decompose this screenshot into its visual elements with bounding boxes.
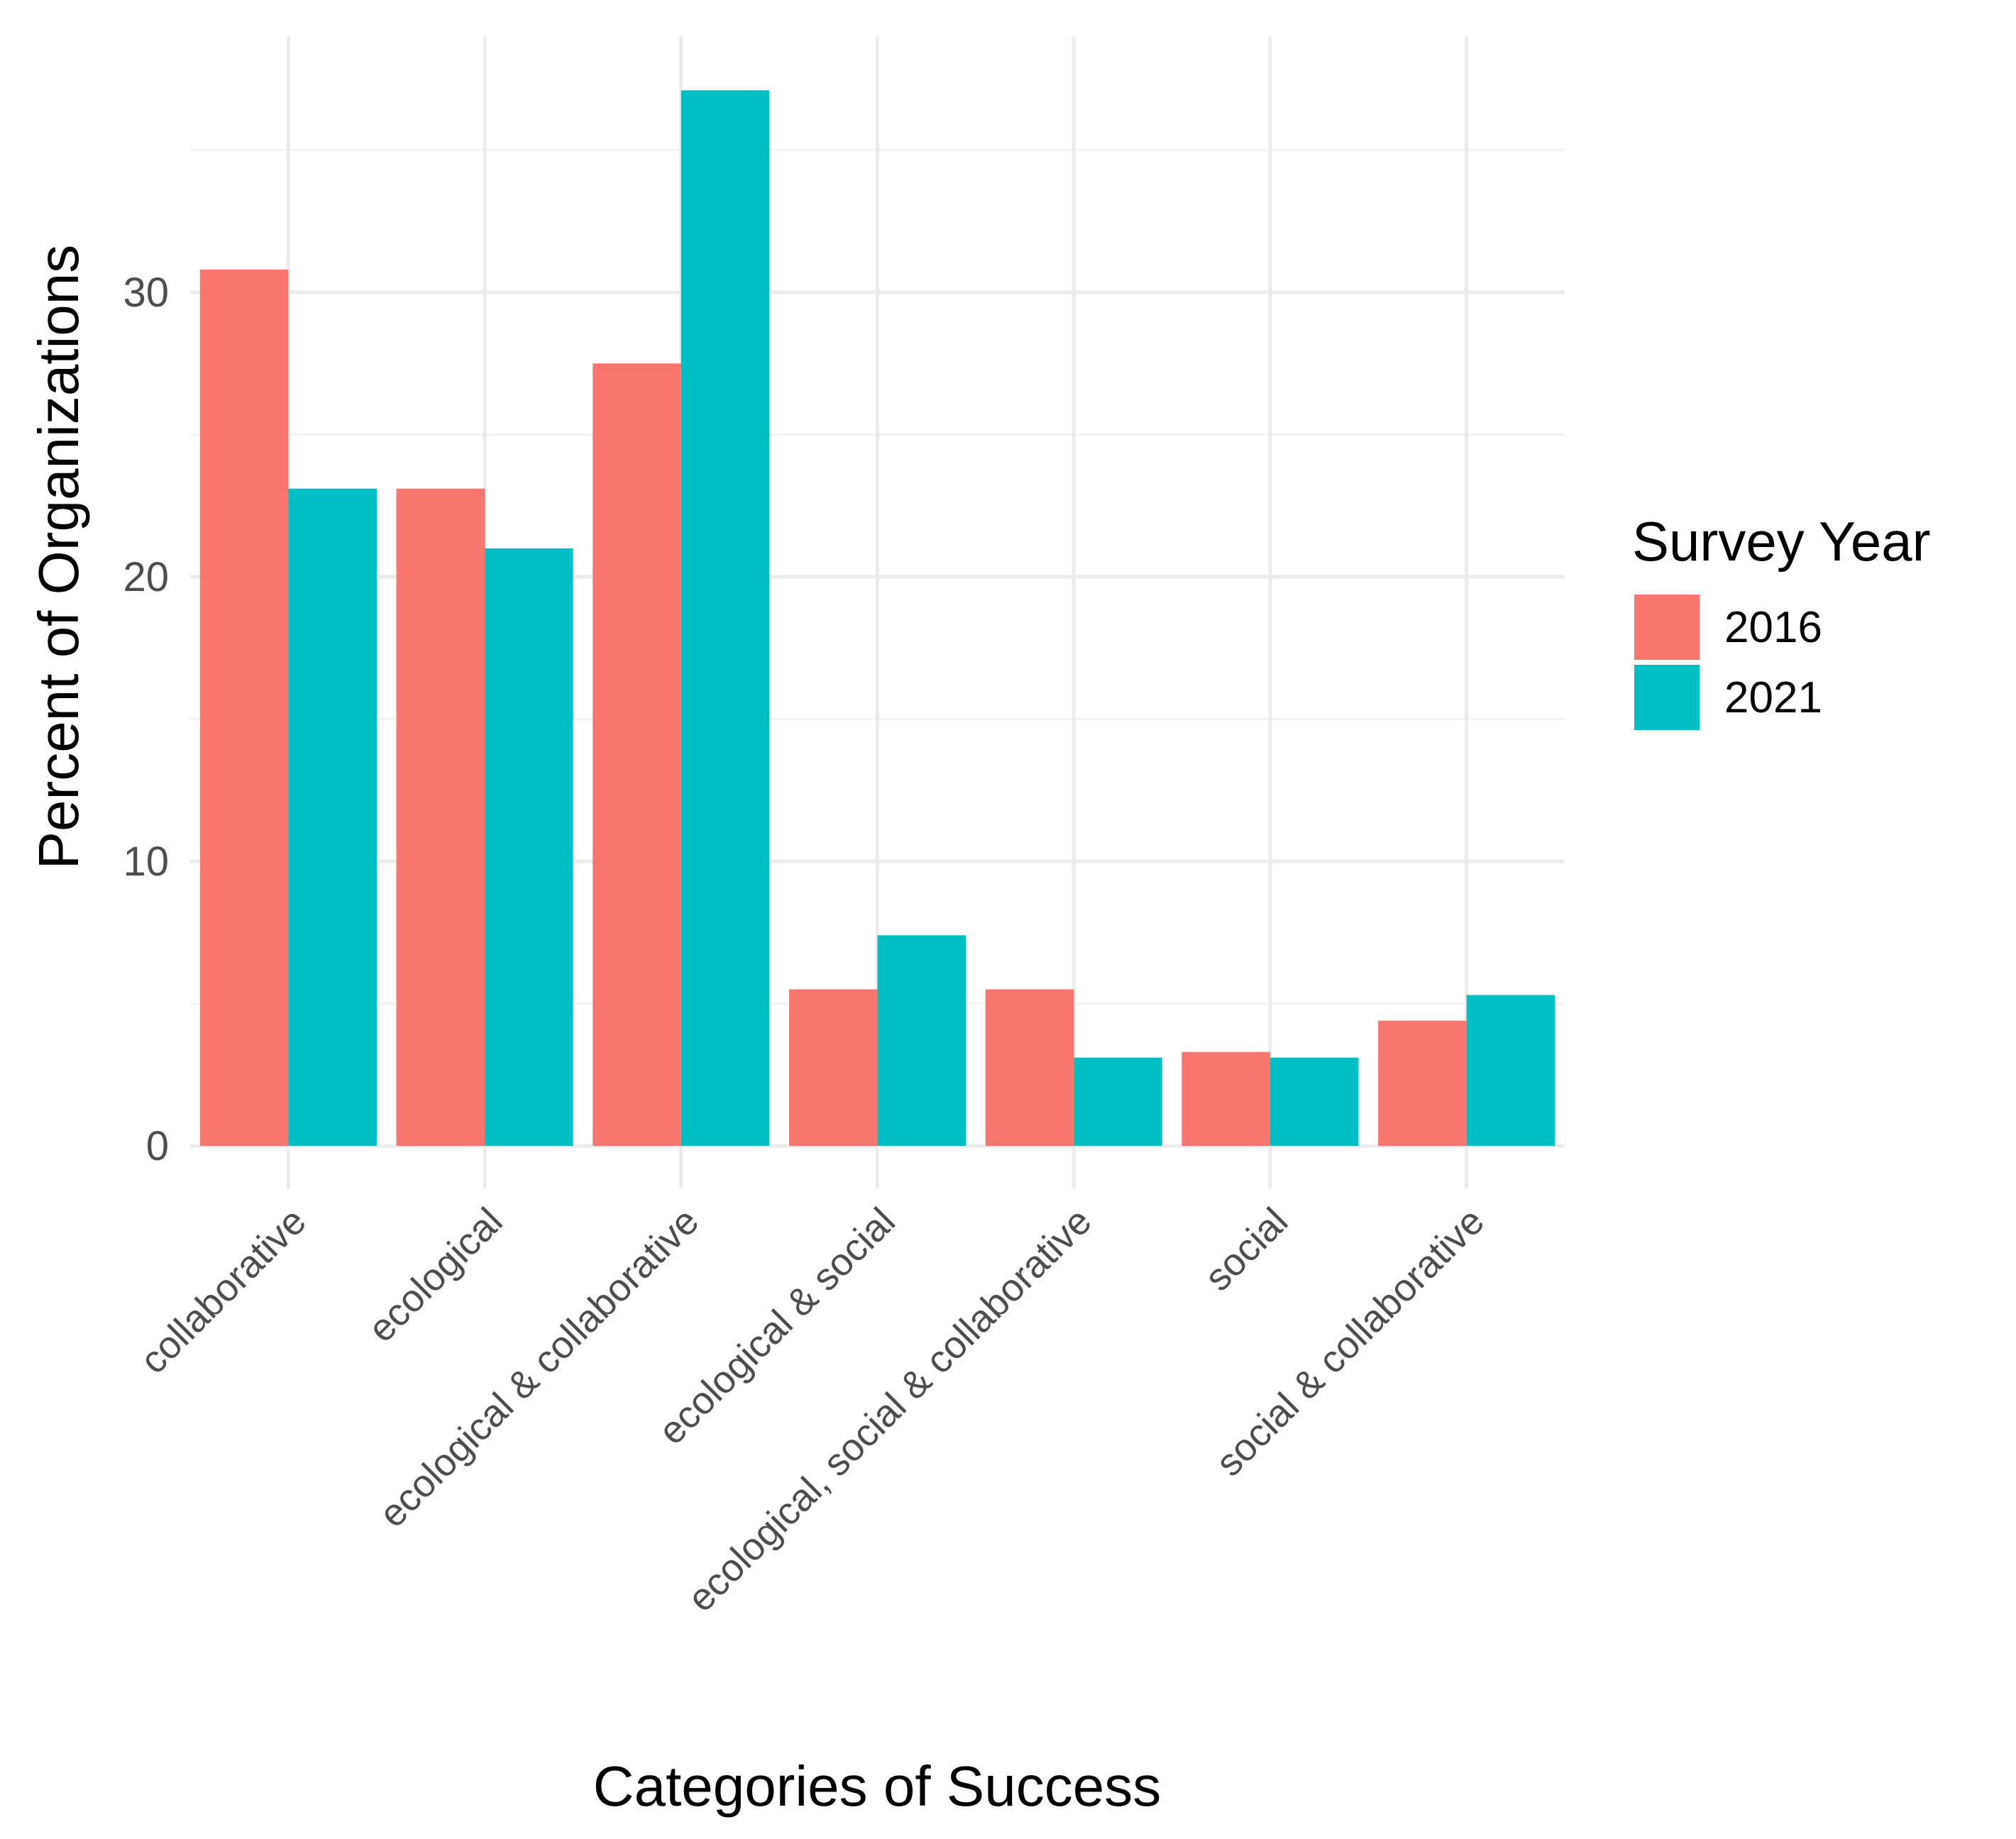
y-tick-label: 0	[146, 1123, 169, 1169]
y-axis-title: Percent of Organizations	[27, 245, 90, 869]
legend-label-2021: 2021	[1724, 673, 1822, 722]
bar-2021-4	[1074, 1057, 1162, 1146]
x-tick-label: ecological	[360, 1200, 510, 1350]
x-tick-label: ecological, social & collaborative	[680, 1200, 1100, 1620]
legend-label-2016: 2016	[1724, 603, 1822, 652]
x-tick-label: collaborative	[132, 1200, 314, 1382]
bar-2021-6	[1466, 995, 1555, 1146]
x-tick-label: ecological & collaborative	[371, 1200, 707, 1535]
bar-2021-1	[485, 548, 573, 1146]
y-tick-label: 20	[123, 554, 169, 600]
y-tick-label: 30	[123, 270, 169, 316]
bar-2016-2	[593, 363, 681, 1146]
legend: Survey Year 2016 2021	[1632, 510, 1931, 730]
bars	[199, 90, 1555, 1146]
bar-2016-5	[1181, 1051, 1270, 1146]
bar-2021-3	[877, 935, 966, 1146]
legend-items: 2016 2021	[1634, 595, 1822, 730]
x-tick-label: social	[1196, 1200, 1296, 1299]
x-axis-title: Categories of Success	[593, 1755, 1161, 1818]
bar-2021-0	[288, 488, 377, 1146]
bar-2016-4	[985, 989, 1074, 1146]
legend-key-2021	[1634, 665, 1700, 730]
legend-title: Survey Year	[1632, 510, 1931, 573]
bar-2021-5	[1269, 1057, 1359, 1146]
bar-2021-2	[681, 90, 770, 1146]
y-tick-label: 10	[123, 839, 169, 885]
bar-2016-1	[396, 488, 485, 1146]
bar-2016-3	[788, 989, 878, 1146]
bar-2016-0	[199, 269, 289, 1146]
legend-key-2016	[1634, 595, 1700, 660]
y-axis-ticks: 0 10 20 30	[123, 270, 169, 1169]
bar-2016-6	[1378, 1020, 1467, 1146]
